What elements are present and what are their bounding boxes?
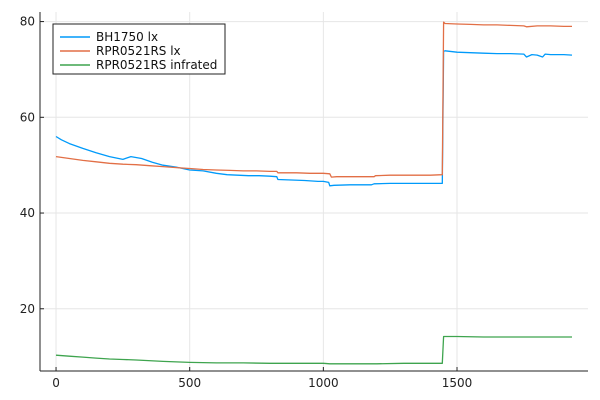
series-lines	[55, 21, 573, 365]
axes	[39, 12, 588, 372]
y-tick-label: 40	[20, 206, 35, 220]
x-tick-label: 0	[52, 376, 60, 390]
series-line-1	[55, 50, 573, 187]
x-tick-label: 500	[178, 376, 201, 390]
legend-label: RPR0521RS infrated	[96, 58, 217, 72]
series-line-3	[55, 335, 572, 365]
x-tick-label: 1000	[308, 376, 339, 390]
legend-label: RPR0521RS lx	[96, 44, 181, 58]
series-line-2	[55, 21, 572, 178]
tick-labels: 0 500 1000 1500 20 40 60 80	[20, 15, 473, 390]
y-tick-label: 20	[20, 302, 35, 316]
y-tick-label: 80	[20, 15, 35, 29]
y-tick-label: 60	[20, 110, 35, 124]
legend-label: BH1750 lx	[96, 30, 158, 44]
x-tick-label: 1500	[442, 376, 473, 390]
